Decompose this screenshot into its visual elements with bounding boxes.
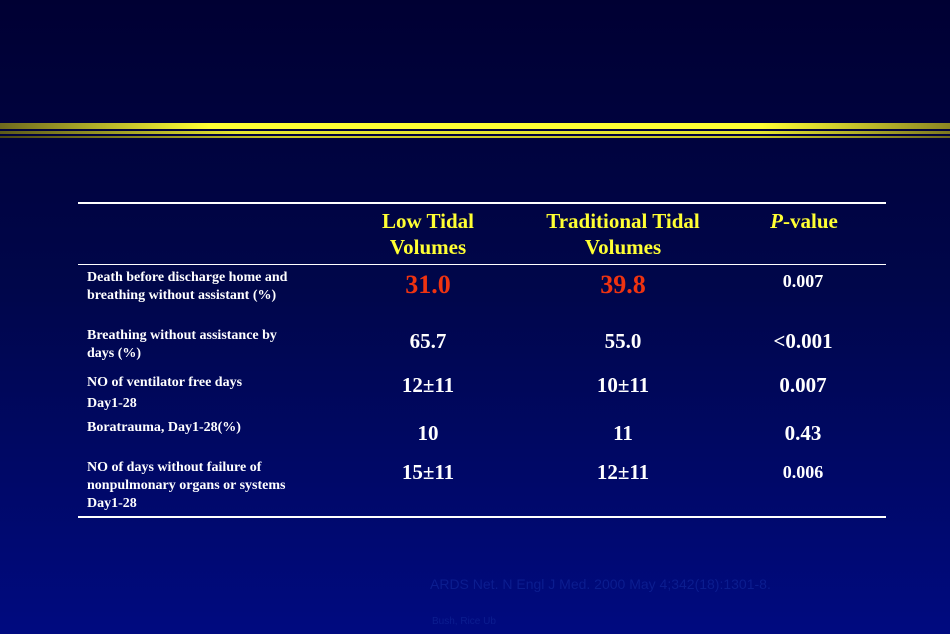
citation: ARDS Net. N Engl J Med. 2000 May 4;342(1… [430,576,771,592]
header-traditional-tidal: Traditional Tidal Volumes [546,209,700,259]
cell-p-death: 0.007 [782,271,824,291]
row-label-death: Death before discharge home and breathing… [87,270,288,303]
cell-low-ventilator-free: 12±11 [401,373,455,397]
row-label-ventilator-free: NO of ventilator free days Day1-28 [87,375,243,411]
table-header-rule [78,264,886,265]
cell-p-ventilator-free: 0.007 [779,373,827,397]
citation-small: Bush, Rice Ub [432,616,496,627]
row-label-breathing: Breathing without assistance by days (%) [87,328,277,361]
cell-low-organ-failure: 15±11 [401,460,455,484]
decorative-stripes [0,123,950,139]
row-label-barotrauma: Boratrauma, Day1-28(%) [87,420,241,435]
row-label-organ-failure: NO of days without failure of nonpulmonar… [87,460,286,511]
cell-traditional-death: 39.8 [600,270,646,299]
stripe-1 [0,123,950,129]
header-p-value: P-value [770,209,838,233]
cell-low-barotrauma: 10 [417,421,439,445]
stripe-2 [0,131,950,134]
cell-traditional-breathing: 55.0 [604,329,642,353]
cell-traditional-organ-failure: 12±11 [596,460,650,484]
table-bottom-rule [78,516,886,518]
cell-traditional-ventilator-free: 10±11 [596,373,650,397]
stripe-3 [0,136,950,138]
cell-p-barotrauma: 0.43 [784,421,822,445]
header-low-tidal: Low Tidal Volumes [381,209,475,259]
cell-low-death: 31.0 [405,270,451,299]
cell-low-breathing: 65.7 [409,329,447,353]
cell-traditional-barotrauma: 11 [613,421,633,445]
cell-p-breathing: <0.001 [773,329,833,353]
cell-p-organ-failure: 0.006 [782,462,824,482]
table-top-rule [78,202,886,204]
